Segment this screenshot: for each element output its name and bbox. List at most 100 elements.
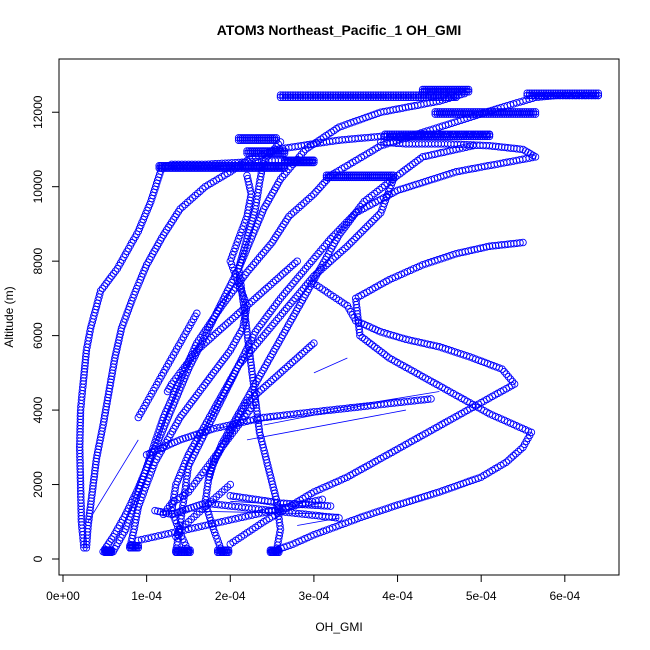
- data-point: [243, 268, 251, 277]
- chart-title: ATOM3 Northeast_Pacific_1 OH_GMI: [217, 22, 462, 38]
- data-point: [354, 231, 363, 239]
- data-point: [294, 93, 302, 102]
- data-point: [193, 189, 202, 198]
- data-point: [387, 173, 396, 182]
- data-point: [519, 238, 527, 247]
- data-point: [202, 338, 211, 346]
- data-point: [379, 93, 388, 102]
- data-point: [255, 388, 263, 396]
- data-point: [570, 91, 579, 100]
- data-point: [311, 93, 320, 102]
- data-point: [81, 361, 89, 370]
- data-point: [209, 369, 218, 377]
- data-point: [544, 89, 553, 97]
- data-point: [563, 91, 572, 100]
- data-point: [264, 243, 272, 252]
- data-point: [251, 328, 260, 336]
- data-point: [240, 304, 249, 312]
- data-point: [378, 183, 386, 192]
- data-point: [301, 93, 310, 102]
- data-point: [214, 538, 223, 546]
- data-point: [285, 284, 293, 293]
- x-tick-label: 3e-04: [299, 589, 330, 603]
- data-point: [509, 452, 518, 460]
- data-point: [361, 335, 369, 344]
- data-point: [372, 93, 380, 102]
- data-point: [284, 91, 292, 99]
- data-point: [594, 91, 603, 100]
- data-point: [279, 366, 287, 375]
- data-point: [178, 411, 186, 419]
- data-point: [530, 91, 539, 100]
- data-point: [497, 241, 506, 249]
- data-point: [79, 380, 87, 388]
- data-point: [547, 91, 555, 100]
- data-point: [274, 274, 282, 282]
- data-point: [257, 320, 265, 328]
- data-point: [375, 346, 384, 355]
- data-point: [107, 535, 116, 543]
- data-point: [556, 89, 565, 97]
- data-point: [146, 471, 154, 479]
- data-point: [264, 379, 273, 388]
- x-tick-label: 4e-04: [382, 589, 413, 603]
- data-point: [86, 503, 95, 511]
- data-point: [249, 344, 258, 352]
- data-point: [245, 396, 254, 405]
- data-point: [549, 89, 557, 97]
- data-point: [310, 279, 318, 288]
- x-axis-label: OH_GMI: [315, 620, 362, 634]
- data-point: [80, 365, 89, 373]
- data-point: [279, 93, 287, 102]
- data-point: [423, 395, 432, 404]
- data-point: [245, 266, 253, 274]
- data-point: [214, 327, 223, 336]
- data-point: [367, 93, 375, 102]
- data-point: [286, 263, 294, 272]
- data-point: [512, 449, 520, 458]
- data-point: [252, 293, 261, 302]
- data-point: [570, 89, 579, 97]
- data-point: [322, 261, 330, 270]
- data-point: [310, 156, 318, 165]
- data-point: [215, 541, 224, 549]
- data-point: [592, 91, 600, 100]
- data-point: [346, 93, 355, 102]
- data-point: [286, 93, 295, 102]
- data-point: [464, 85, 473, 94]
- data-point: [358, 200, 366, 208]
- data-point: [333, 227, 342, 236]
- data-point: [162, 509, 170, 517]
- x-tick-label: 1e-04: [131, 589, 162, 603]
- data-point: [268, 134, 277, 142]
- data-point: [408, 160, 417, 169]
- data-point: [500, 367, 508, 376]
- data-point: [198, 383, 207, 392]
- data-point: [243, 171, 251, 180]
- data-point: [319, 93, 327, 102]
- data-point: [239, 222, 248, 230]
- data-point: [304, 93, 312, 102]
- data-point: [483, 132, 491, 141]
- data-point: [278, 309, 287, 318]
- data-point: [270, 319, 278, 327]
- data-point: [575, 91, 584, 100]
- data-point: [362, 93, 370, 102]
- data-point: [299, 148, 308, 156]
- data-point: [193, 309, 201, 318]
- data-point: [404, 91, 413, 99]
- data-point: [510, 380, 519, 388]
- data-point: [248, 370, 257, 379]
- data-point: [354, 93, 362, 102]
- data-point: [502, 370, 511, 378]
- data-point: [271, 276, 280, 285]
- data-point: [288, 261, 297, 270]
- data-point: [293, 274, 301, 283]
- data-point: [219, 356, 227, 365]
- data-point: [331, 513, 340, 522]
- data-point: [504, 372, 513, 381]
- data-point: [528, 91, 536, 100]
- data-point: [380, 138, 388, 146]
- data-point: [321, 91, 330, 99]
- data-point: [274, 371, 282, 379]
